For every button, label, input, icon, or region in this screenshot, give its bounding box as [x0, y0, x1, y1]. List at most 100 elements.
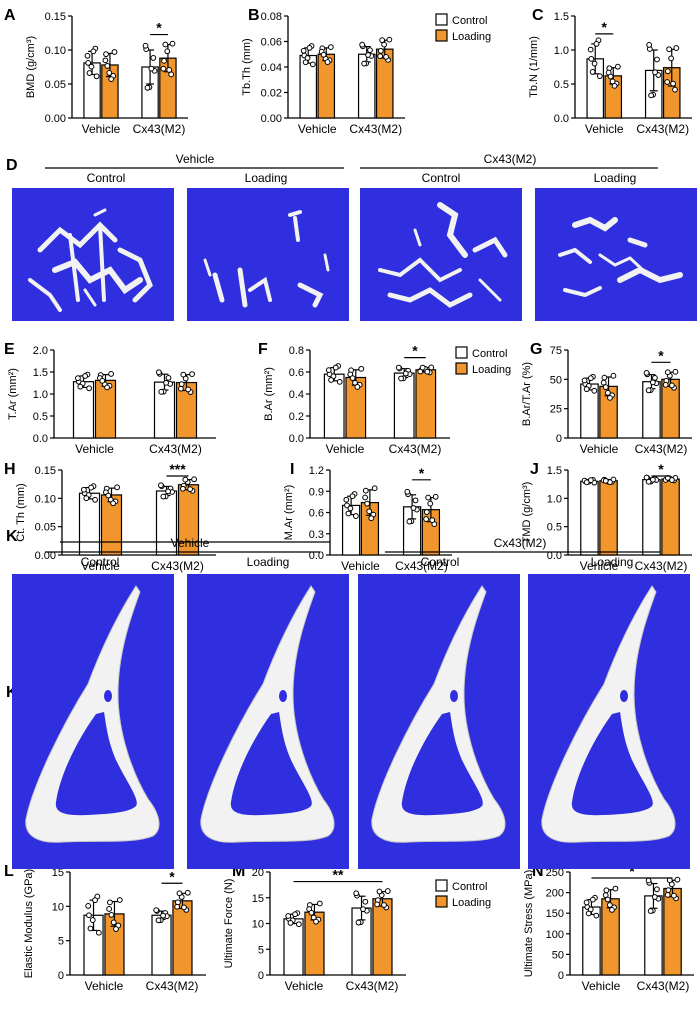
point-C-0-0-0 — [588, 55, 595, 62]
bone-marrow-cavity-3 — [571, 712, 653, 816]
y-tick-label-L-3: 15 — [52, 867, 64, 879]
point-F-0-1-2 — [352, 379, 358, 386]
y-tick-label-B-2: 0.04 — [261, 62, 282, 74]
y-tick-label-M-1: 5 — [258, 944, 264, 956]
point-G-1-0-4 — [643, 369, 650, 376]
y-tick-label-M-4: 20 — [252, 867, 264, 879]
point-E-1-1-0 — [178, 381, 185, 388]
point-L-1-1-5 — [181, 904, 187, 911]
sig-marker-J: * — [658, 461, 664, 477]
category-label-G-0: Vehicle — [580, 442, 619, 456]
y-tick-label-B-1: 0.02 — [261, 88, 282, 100]
sig-marker-M: ** — [333, 867, 344, 883]
chart-panel-L: L 0 5 10 15 Elastic Modulus (GPa) Vehicle Cx43(… — [4, 863, 206, 993]
point-F-0-1-3 — [358, 365, 365, 372]
point-E-1-0-1 — [165, 374, 172, 381]
point-I-0-1-4 — [362, 494, 369, 501]
y-tick-label-E-1: 0.5 — [33, 411, 48, 423]
bone-outer-2 — [371, 585, 506, 843]
point-J-1-0-6 — [645, 478, 652, 485]
category-label-J-0: Vehicle — [580, 559, 619, 573]
sig-marker-H: *** — [169, 461, 186, 477]
y-tick-label-I-4: 1.2 — [309, 465, 324, 477]
point-E-1-0-4 — [156, 369, 162, 376]
point-B-0-0-4 — [300, 47, 307, 54]
cortical-render-0 — [12, 574, 174, 869]
y-tick-label-F-3: 0.6 — [289, 367, 304, 379]
point-M-1-0-6 — [355, 919, 362, 926]
point-N-0-1-6 — [604, 896, 611, 903]
point-E-1-1-5 — [185, 386, 192, 393]
panel-label-F: F — [258, 341, 268, 358]
bar-F-1-1 — [415, 369, 437, 439]
legend-swatch-loading-top — [435, 29, 448, 42]
y-tick-label-N-4: 200 — [546, 888, 564, 900]
y-tick-label-F-0: 0.0 — [289, 433, 304, 445]
point-I-0-1-2 — [366, 508, 373, 515]
point-B-0-1-6 — [320, 51, 327, 58]
point-E-0-1-5 — [104, 384, 110, 391]
category-label-J-1: Cx43(M2) — [635, 559, 688, 573]
point-I-0-1-3 — [371, 485, 378, 492]
point-G-1-1-6 — [664, 369, 671, 376]
point-C-1-1-1 — [672, 86, 678, 93]
point-F-1-1-5 — [424, 368, 431, 375]
bone-outer-3 — [541, 585, 676, 843]
y-tick-label-H-3: 0.15 — [35, 465, 56, 477]
y-tick-label-F-2: 0.4 — [289, 389, 304, 401]
point-N-1-1-5 — [671, 892, 677, 899]
category-label-C-1: Cx43(M2) — [636, 122, 689, 136]
legend-swatch-control-bottom — [435, 879, 448, 892]
chart-panel-H: H 0.00 0.05 0.10 0.15 Ct. Th (mm) Vehicle Cx43(… — [4, 461, 216, 573]
point-N-0-0-6 — [585, 910, 592, 917]
point-M-1-1-6 — [376, 888, 383, 895]
sig-marker-I: * — [419, 465, 425, 481]
point-M-1-1-4 — [374, 901, 381, 908]
category-label-F-1: Cx43(M2) — [389, 442, 442, 456]
chart-panel-C: C 0.0 0.5 1.0 1.5 Tb.N (1/mm) Vehicle Cx43(M2) * — [528, 7, 692, 136]
point-G-1-0-6 — [645, 387, 652, 394]
point-G-1-0-1 — [652, 375, 658, 381]
point-M-0-0-3 — [295, 921, 302, 928]
y-tick-label-A-0: 0.00 — [45, 113, 66, 125]
trabecular-render-cx43-loading — [535, 188, 697, 321]
bone-foramen-0 — [104, 690, 112, 702]
y-tick-label-E-3: 1.5 — [33, 367, 48, 379]
legend-swatch-control-mid — [455, 346, 468, 359]
point-M-0-0-6 — [287, 920, 294, 926]
point-L-0-1-3 — [116, 897, 123, 903]
point-L-0-0-4 — [85, 903, 92, 909]
point-I-0-0-4 — [343, 496, 350, 503]
y-tick-label-B-4: 0.08 — [261, 11, 282, 23]
point-N-0-1-2 — [606, 902, 613, 908]
point-A-0-0-0 — [85, 60, 92, 66]
point-C-0-1-6 — [607, 73, 614, 80]
point-M-0-0-5 — [292, 911, 298, 918]
point-C-0-0-6 — [589, 69, 596, 75]
point-L-0-0-0 — [86, 912, 92, 919]
bar-J-1-0 — [642, 479, 661, 556]
point-B-1-1-3 — [386, 36, 393, 43]
point-I-0-0-5 — [349, 493, 356, 500]
y-tick-label-J-3: 1.5 — [547, 465, 562, 477]
point-N-0-0-3 — [593, 912, 600, 919]
point-C-1-1-4 — [664, 79, 671, 85]
y-tick-label-M-0: 0 — [258, 970, 264, 982]
category-label-E-1: Cx43(M2) — [149, 442, 202, 456]
point-N-0-1-5 — [609, 906, 615, 913]
point-G-0-0-6 — [583, 386, 590, 393]
point-F-1-0-5 — [402, 370, 409, 377]
panel-label-H: H — [4, 461, 16, 478]
panel-K-letter: K — [6, 528, 18, 545]
point-N-0-1-3 — [612, 885, 619, 892]
point-E-0-0-4 — [75, 375, 81, 382]
point-M-0-1-5 — [313, 918, 319, 925]
point-M-1-0-1 — [362, 898, 369, 905]
y-tick-label-A-2: 0.10 — [45, 45, 66, 57]
y-tick-label-J-0: 0.0 — [547, 550, 562, 562]
point-A-0-1-6 — [104, 63, 111, 69]
point-A-1-0-5 — [148, 65, 155, 72]
point-I-1-1-4 — [423, 516, 430, 522]
panel-label-D: D — [6, 157, 18, 174]
